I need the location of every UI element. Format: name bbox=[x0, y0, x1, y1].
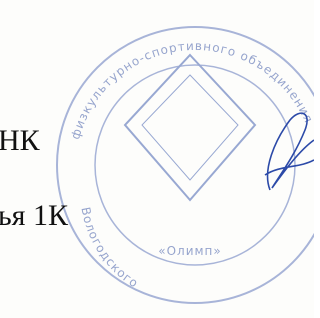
page: физкультурно-спортивного объединения Вол… bbox=[0, 0, 314, 318]
signature bbox=[265, 113, 314, 190]
scan: физкультурно-спортивного объединения Вол… bbox=[0, 0, 314, 318]
stamp-inner-ring bbox=[95, 65, 295, 265]
stamp-inner-text: «Олимп» bbox=[158, 244, 222, 258]
document-line: НК bbox=[0, 124, 41, 157]
stamp: физкультурно-спортивного объединения Вол… bbox=[57, 27, 314, 303]
document-line: ья 1К bbox=[0, 199, 69, 232]
